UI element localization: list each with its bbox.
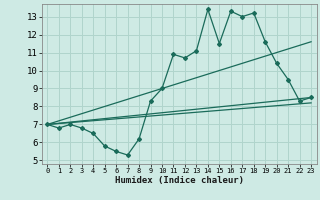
X-axis label: Humidex (Indice chaleur): Humidex (Indice chaleur) [115,176,244,185]
